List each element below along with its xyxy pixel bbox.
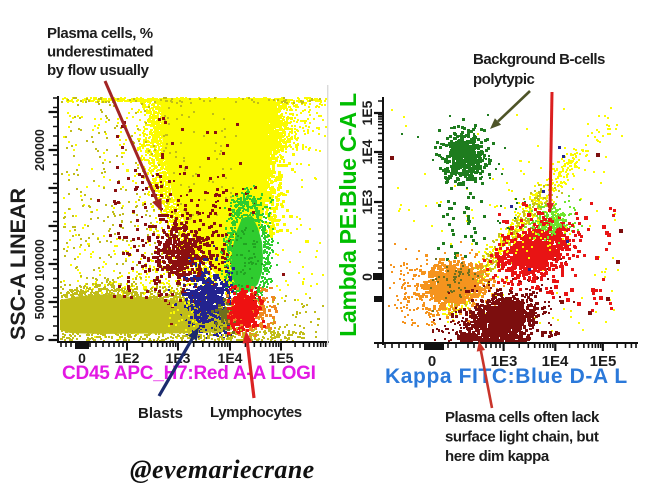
svg-text:1E3: 1E3 — [359, 189, 375, 214]
svg-text:0: 0 — [428, 353, 436, 370]
svg-text:0: 0 — [78, 350, 86, 366]
svg-text:Plasma cells, %: Plasma cells, % — [47, 25, 153, 42]
svg-text:Background B-cells: Background B-cells — [473, 51, 605, 68]
svg-text:Lymphocytes: Lymphocytes — [210, 404, 302, 421]
svg-text:1E2: 1E2 — [115, 350, 140, 366]
svg-text:here dim kappa: here dim kappa — [445, 448, 550, 465]
svg-text:50000: 50000 — [33, 285, 47, 320]
svg-text:SSC-A LINEAR: SSC-A LINEAR — [6, 187, 30, 340]
svg-text:1E4: 1E4 — [359, 139, 375, 164]
svg-text:1E5: 1E5 — [590, 353, 617, 370]
svg-text:1E5: 1E5 — [269, 350, 294, 366]
svg-text:0: 0 — [33, 334, 47, 341]
svg-text:Kappa FITC:Blue D-A L: Kappa FITC:Blue D-A L — [385, 365, 628, 388]
svg-text:Plasma cells often lack: Plasma cells often lack — [445, 409, 600, 426]
svg-text:surface light chain, but: surface light chain, but — [445, 429, 599, 446]
svg-text:0: 0 — [359, 273, 375, 281]
svg-text:100000: 100000 — [33, 239, 47, 281]
svg-text:underestimated: underestimated — [47, 44, 153, 61]
svg-text:1E4: 1E4 — [542, 353, 569, 370]
svg-text:CD45 APC_H7:Red A-A LOGI: CD45 APC_H7:Red A-A LOGI — [62, 363, 316, 384]
svg-text:1E5: 1E5 — [359, 100, 375, 125]
svg-text:Lambda PE:Blue C-A L: Lambda PE:Blue C-A L — [335, 93, 361, 337]
svg-text:Blasts: Blasts — [138, 405, 183, 422]
svg-text:200000: 200000 — [33, 129, 47, 171]
svg-text:1E4: 1E4 — [218, 350, 243, 366]
svg-text:polytypic: polytypic — [473, 71, 535, 88]
svg-text:by flow usually: by flow usually — [47, 62, 150, 79]
svg-text:@evemariecrane: @evemariecrane — [130, 455, 315, 484]
svg-text:1E3: 1E3 — [491, 353, 518, 370]
